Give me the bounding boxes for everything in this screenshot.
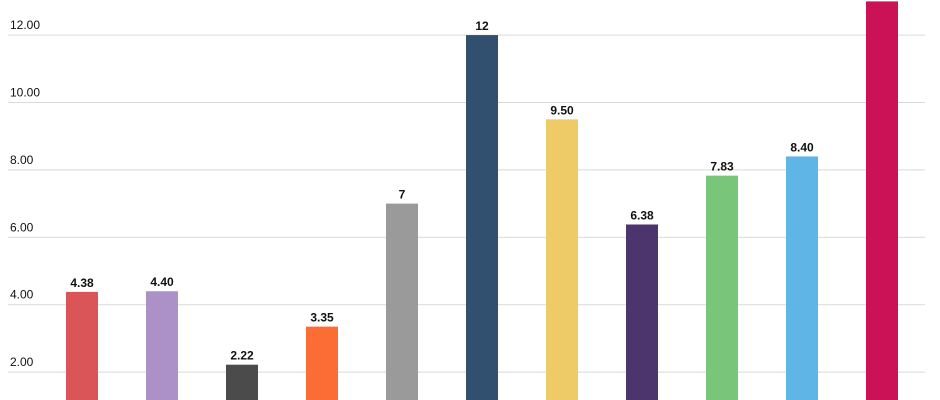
data-label-5: 7 xyxy=(399,188,406,202)
bar-6 xyxy=(466,35,498,400)
bar-7 xyxy=(546,119,578,400)
y-tick-label: 10.00 xyxy=(10,86,40,100)
bar-11 xyxy=(866,1,898,400)
data-label-8: 6.38 xyxy=(630,208,654,222)
data-label-10: 8.40 xyxy=(790,140,814,154)
bar-2 xyxy=(146,291,178,400)
bar-1 xyxy=(66,291,98,400)
y-tick-label: 4.00 xyxy=(10,288,34,302)
y-tick-label: 12.00 xyxy=(10,18,40,32)
bar-4 xyxy=(306,326,338,400)
data-label-9: 7.83 xyxy=(710,160,734,174)
data-label-4: 3.35 xyxy=(310,311,334,325)
y-tick-label: 2.00 xyxy=(10,355,34,369)
bar-10 xyxy=(786,156,818,400)
bar-8 xyxy=(626,224,658,400)
data-label-6: 12 xyxy=(475,19,489,33)
data-label-1: 4.38 xyxy=(70,276,94,290)
y-axis: 2.00 4.00 6.00 8.00 10.00 12.00 xyxy=(10,18,40,369)
bar-3 xyxy=(226,364,258,400)
data-label-3: 2.22 xyxy=(230,349,254,363)
data-label-7: 9.50 xyxy=(550,103,574,117)
bar-5 xyxy=(386,203,418,400)
bars xyxy=(66,1,898,400)
bar-9 xyxy=(706,175,738,400)
y-tick-label: 8.00 xyxy=(10,153,34,167)
data-label-2: 4.40 xyxy=(150,275,174,289)
y-tick-label: 6.00 xyxy=(10,220,34,234)
data-labels: 4.38 4.40 2.22 3.35 7 12 9.50 6.38 7.83 8.40 xyxy=(70,19,814,363)
